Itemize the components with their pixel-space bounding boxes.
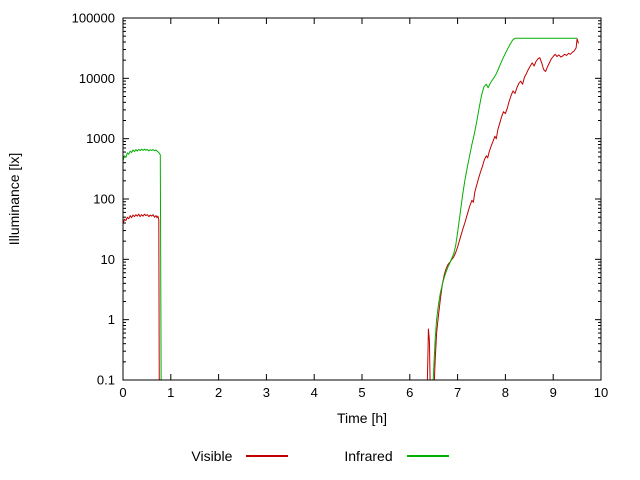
svg-text:2: 2 bbox=[215, 385, 222, 400]
legend: Visible Infrared bbox=[0, 448, 640, 464]
svg-text:4: 4 bbox=[311, 385, 318, 400]
svg-text:1: 1 bbox=[167, 385, 174, 400]
svg-text:8: 8 bbox=[502, 385, 509, 400]
svg-text:6: 6 bbox=[406, 385, 413, 400]
infrared-line-sample bbox=[406, 455, 449, 457]
svg-text:7: 7 bbox=[454, 385, 461, 400]
svg-text:1: 1 bbox=[108, 312, 115, 327]
y-axis-label: Illuminance [lx] bbox=[6, 152, 22, 246]
legend-item-visible: Visible bbox=[191, 448, 289, 464]
svg-text:3: 3 bbox=[263, 385, 270, 400]
legend-item-infrared: Infrared bbox=[344, 448, 449, 464]
svg-text:100: 100 bbox=[93, 192, 115, 207]
legend-label-visible: Visible bbox=[191, 448, 233, 464]
svg-text:0: 0 bbox=[119, 385, 126, 400]
svg-text:10: 10 bbox=[594, 385, 608, 400]
svg-text:100000: 100000 bbox=[72, 11, 115, 26]
svg-text:5: 5 bbox=[358, 385, 365, 400]
x-axis-label: Time [h] bbox=[336, 410, 388, 426]
svg-text:10000: 10000 bbox=[79, 71, 115, 86]
svg-text:10: 10 bbox=[101, 252, 115, 267]
svg-text:0.1: 0.1 bbox=[97, 373, 115, 388]
svg-text:9: 9 bbox=[550, 385, 557, 400]
visible-line-sample bbox=[246, 455, 289, 457]
svg-text:1000: 1000 bbox=[86, 131, 115, 146]
legend-label-infrared: Infrared bbox=[344, 448, 393, 464]
